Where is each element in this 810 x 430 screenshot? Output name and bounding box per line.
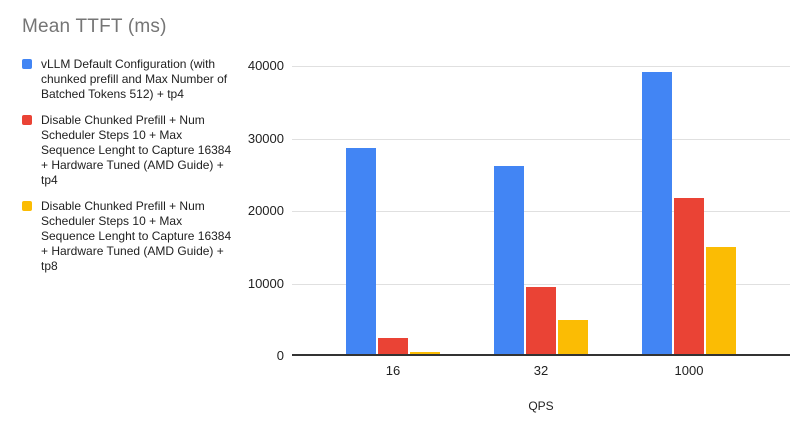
bar-qps16-series3: [410, 351, 440, 354]
legend-item-tuned-tp8: Disable Chunked Prefill + Num Scheduler …: [22, 199, 238, 274]
bar-qps1000-series3: [706, 247, 736, 354]
legend-swatch-blue-icon: [22, 59, 32, 69]
bar-qps32-series3: [558, 319, 588, 354]
legend-label: Disable Chunked Prefill + Num Scheduler …: [41, 199, 232, 273]
y-tick-label: 20000: [247, 203, 284, 218]
legend-item-tuned-tp4: Disable Chunked Prefill + Num Scheduler …: [22, 113, 238, 188]
y-tick-label: 40000: [247, 58, 284, 73]
bar-qps32-series1: [494, 165, 524, 354]
gridline: [292, 211, 790, 212]
gridline: [292, 283, 790, 285]
legend-label: vLLM Default Configuration (with chunked…: [41, 57, 228, 101]
legend-item-vllm-default-tp4: vLLM Default Configuration (with chunked…: [22, 57, 238, 102]
x-axis-title: QPS: [528, 399, 554, 413]
bar-qps1000-series1: [642, 71, 672, 354]
y-tick-label: 0: [276, 348, 284, 363]
legend-swatch-yellow-icon: [22, 201, 32, 211]
y-tick-label: 10000: [247, 275, 284, 291]
chart-title: Mean TTFT (ms): [22, 16, 167, 37]
legend-swatch-red-icon: [22, 115, 32, 125]
bar-qps32-series2: [526, 286, 556, 354]
bar-qps16-series1: [346, 148, 376, 354]
legend-label: Disable Chunked Prefill + Num Scheduler …: [41, 113, 232, 187]
x-tick-label: 16: [385, 363, 401, 378]
gridline: [292, 66, 790, 67]
gridline: [292, 138, 790, 140]
x-tick-label: 32: [533, 363, 549, 378]
bar-qps16-series2: [378, 338, 408, 354]
plot-area: 0 10000 20000 30000 40000 16 32 1000: [248, 58, 790, 378]
y-tick-label: 30000: [247, 130, 284, 146]
x-tick-label: 1000: [674, 363, 704, 378]
chart-legend: vLLM Default Configuration (with chunked…: [22, 57, 238, 285]
bar-qps1000-series2: [674, 198, 704, 354]
